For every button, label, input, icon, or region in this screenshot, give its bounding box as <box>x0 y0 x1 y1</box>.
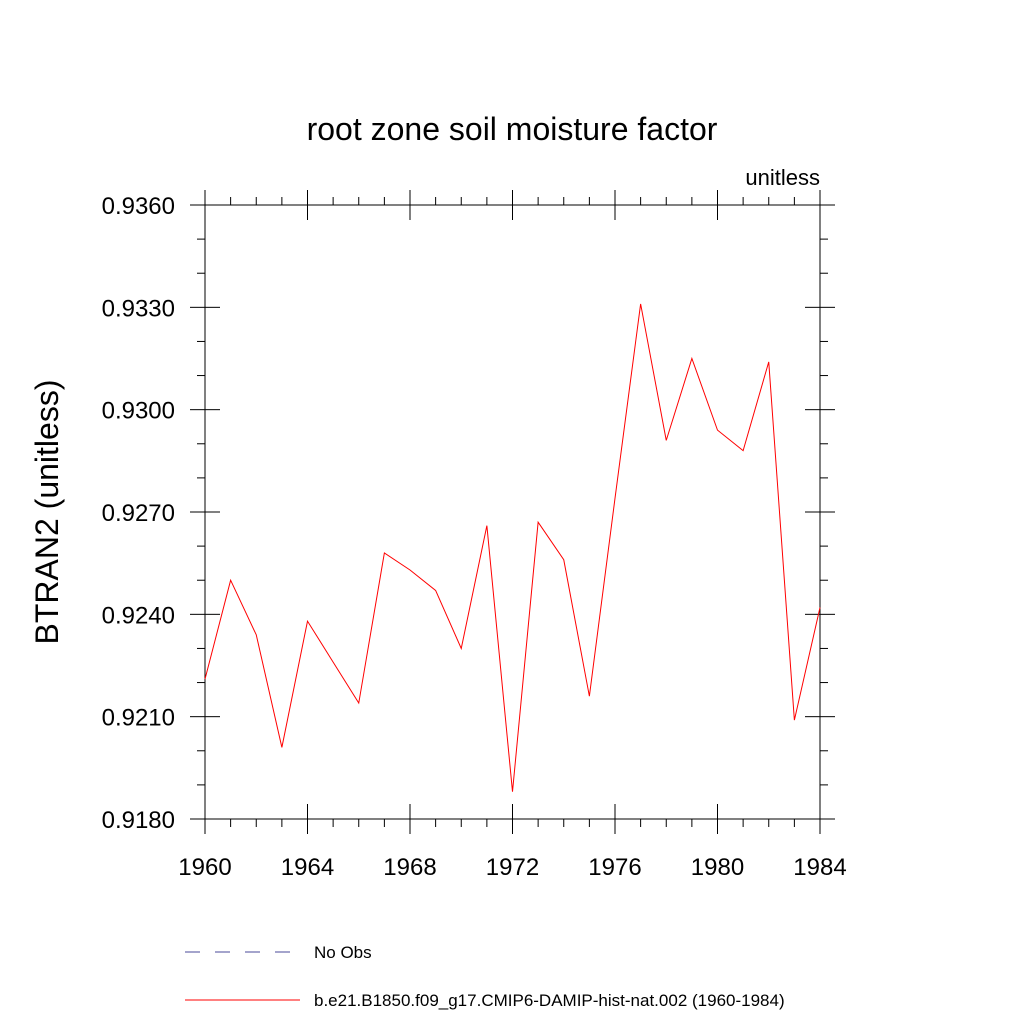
axis-ticks <box>190 190 835 834</box>
y-axis-label: BTRAN2 (unitless) <box>29 380 65 645</box>
x-tick-label: 1972 <box>486 854 539 881</box>
y-tick-label: 0.9300 <box>102 398 175 425</box>
legend: No Obs b.e21.B1850.f09_g17.CMIP6-DAMIP-hi… <box>185 943 785 1010</box>
series-lines <box>204 303 821 792</box>
y-tick-label: 0.9360 <box>102 193 175 220</box>
legend-label: No Obs <box>314 943 372 962</box>
plot-frame <box>204 204 821 820</box>
x-tick-label: 1976 <box>588 854 641 881</box>
x-tick-label: 1964 <box>281 854 334 881</box>
x-tick-label: 1984 <box>793 854 846 881</box>
y-tick-label: 0.9180 <box>102 807 175 834</box>
tick-labels: 1960 1964 1968 1972 1976 1980 1984 0.9180 0.9210… <box>102 193 847 881</box>
y-tick-label: 0.9240 <box>102 602 175 629</box>
x-tick-label: 1968 <box>383 854 436 881</box>
x-tick-label: 1980 <box>691 854 744 881</box>
x-tick-label: 1960 <box>178 854 231 881</box>
legend-label: b.e21.B1850.f09_g17.CMIP6-DAMIP-hist-nat… <box>314 991 785 1010</box>
y-tick-label: 0.9270 <box>102 500 175 527</box>
y-tick-label: 0.9210 <box>102 705 175 732</box>
y-tick-label: 0.9330 <box>102 295 175 322</box>
series-line <box>204 303 821 792</box>
chart-title: root zone soil moisture factor <box>307 111 718 147</box>
chart-subtitle: unitless <box>745 165 820 190</box>
